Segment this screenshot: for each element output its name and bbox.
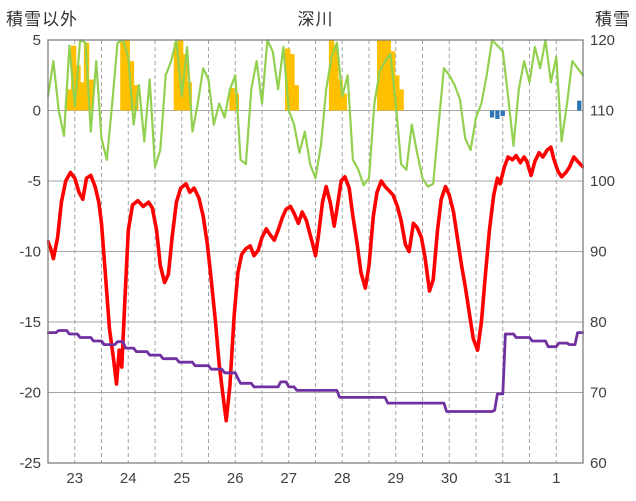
- precip-orange-bar: [333, 45, 339, 111]
- chart-title: 深川: [297, 10, 334, 29]
- right-axis-tick-label: 60: [590, 455, 607, 472]
- precip-blue-bar: [489, 110, 495, 118]
- x-axis-tick-label: 26: [227, 470, 244, 487]
- right-axis-tick-label: 110: [590, 103, 614, 120]
- precip-orange-bar: [293, 85, 299, 111]
- precip-blue-bar: [500, 110, 505, 117]
- precip-orange-bar: [328, 40, 335, 111]
- left-axis-tick-label: -10: [19, 244, 41, 261]
- precip-orange-bar: [398, 89, 404, 111]
- precip-orange-bar: [394, 75, 400, 111]
- plot-marks: [47, 39, 584, 423]
- x-axis-tick-label: 27: [280, 470, 297, 487]
- precip-orange-bar: [337, 79, 343, 111]
- left-axis-tick-label: -20: [19, 385, 41, 402]
- right-axis-title: 積雪: [595, 10, 631, 29]
- right-axis-tick-label: 120: [590, 32, 615, 49]
- precip-orange-bar: [381, 40, 387, 111]
- precip-orange-bar: [289, 54, 295, 111]
- precip-orange-bar: [88, 79, 94, 111]
- left-axis-tick-label: 0: [33, 103, 41, 120]
- precip-orange-bar: [229, 87, 235, 111]
- left-axis-tick-label: -15: [19, 314, 41, 331]
- precip-orange-bar: [285, 48, 291, 111]
- precip-orange-bar: [341, 93, 348, 111]
- right-axis-tick-label: 70: [590, 385, 607, 402]
- left-axis-title: 積雪以外: [6, 10, 78, 29]
- right-axis-tick-label: 100: [590, 173, 615, 190]
- precip-orange-bar: [182, 54, 188, 111]
- precip-orange-bar: [75, 65, 81, 111]
- precip-orange-bar: [124, 40, 130, 111]
- series-green-oscillation: [47, 39, 584, 188]
- precip-orange-bar: [79, 82, 85, 111]
- x-axis-tick-label: 25: [173, 470, 190, 487]
- series-snow-depth: [47, 329, 584, 413]
- plot-border: [47, 39, 584, 464]
- precip-blue-bar: [495, 110, 500, 119]
- left-axis-tick-label: 5: [33, 32, 41, 49]
- left-axis-tick-label: -25: [19, 455, 41, 472]
- precip-orange-bar: [385, 40, 391, 111]
- x-axis-tick-label: 29: [387, 470, 404, 487]
- precip-orange-bar: [173, 42, 180, 111]
- x-axis-tick-label: 28: [334, 470, 351, 487]
- left-axis-tick-label: -5: [28, 173, 41, 190]
- precip-orange-bar: [120, 40, 126, 111]
- x-axis-tick-label: 23: [66, 470, 83, 487]
- x-axis-tick-label: 1: [552, 470, 560, 487]
- x-axis-tick-label: 31: [494, 470, 511, 487]
- precip-orange-bar: [71, 45, 77, 111]
- x-axis-tick-label: 30: [441, 470, 458, 487]
- right-axis-tick-label: 90: [590, 244, 607, 261]
- x-axis-tick-label: 24: [120, 470, 137, 487]
- precip-orange-bar: [133, 85, 139, 111]
- precip-blue-bar: [577, 100, 582, 111]
- precip-orange-bar: [66, 89, 73, 111]
- right-axis-tick-label: 80: [590, 314, 607, 331]
- series-temperature: [47, 145, 584, 423]
